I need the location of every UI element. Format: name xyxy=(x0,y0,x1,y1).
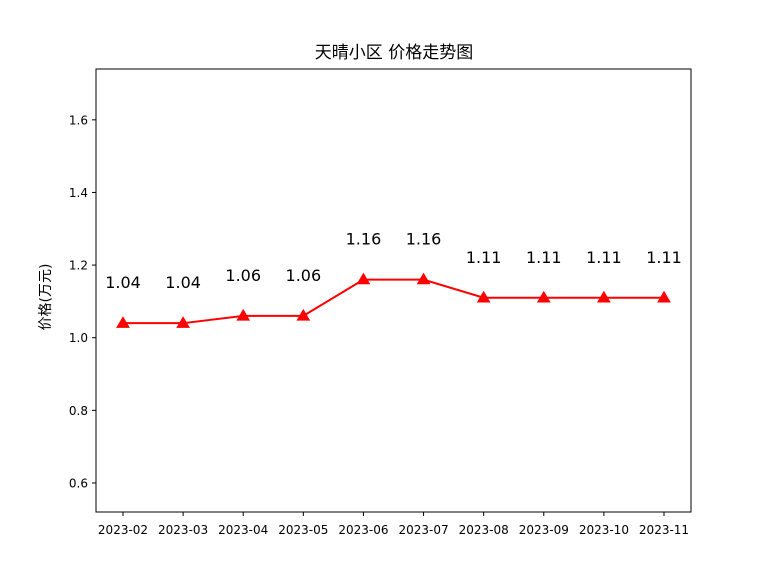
x-tick-label: 2023-08 xyxy=(459,523,509,537)
x-tick-label: 2023-07 xyxy=(398,523,448,537)
data-value-label: 1.11 xyxy=(586,248,622,267)
y-tick-label: 1.2 xyxy=(69,259,88,273)
y-axis-label: 价格(万元) xyxy=(38,264,54,331)
data-value-label: 1.11 xyxy=(466,248,502,267)
data-point-marker xyxy=(657,290,671,303)
data-value-label: 1.16 xyxy=(406,230,442,249)
x-tick-label: 2023-06 xyxy=(338,523,388,537)
data-point-marker xyxy=(176,316,190,328)
chart-title: 天晴小区 价格走势图 xyxy=(315,43,473,63)
data-value-label: 1.11 xyxy=(526,248,562,267)
data-value-label: 1.16 xyxy=(346,230,382,249)
data-point-marker xyxy=(476,290,491,303)
x-tick-label: 2023-03 xyxy=(158,523,208,537)
y-tick-label: 0.8 xyxy=(69,404,88,418)
data-point-marker xyxy=(597,290,611,303)
y-tick-label: 1.0 xyxy=(69,331,88,345)
data-point-marker xyxy=(536,290,551,303)
y-tick-label: 0.6 xyxy=(69,476,88,490)
x-tick-label: 2023-09 xyxy=(519,523,569,537)
data-point-marker xyxy=(236,308,251,321)
data-point-marker xyxy=(416,272,431,285)
x-tick-label: 2023-10 xyxy=(579,523,629,537)
y-tick-label: 1.6 xyxy=(69,113,88,127)
x-tick-label: 2023-02 xyxy=(98,523,148,537)
data-point-marker xyxy=(296,308,311,321)
x-tick-label: 2023-05 xyxy=(278,523,328,537)
data-value-label: 1.04 xyxy=(105,273,141,292)
data-point-marker xyxy=(116,316,130,328)
series-line xyxy=(123,278,664,325)
data-value-label: 1.11 xyxy=(646,248,682,267)
data-value-label: 1.06 xyxy=(225,266,261,285)
data-value-label: 1.06 xyxy=(286,266,322,285)
y-tick-label: 1.4 xyxy=(69,186,88,200)
data-point-marker xyxy=(356,272,371,285)
axes-frame xyxy=(95,68,692,513)
plot-area: 0.6 0.8 1.0 1.2 1.4 1.6 2023-02 2023-03 2023-04 2… xyxy=(69,68,692,537)
x-tick-label: 2023-11 xyxy=(639,523,689,537)
data-value-label: 1.04 xyxy=(165,273,201,292)
x-tick-label: 2023-04 xyxy=(218,523,268,537)
